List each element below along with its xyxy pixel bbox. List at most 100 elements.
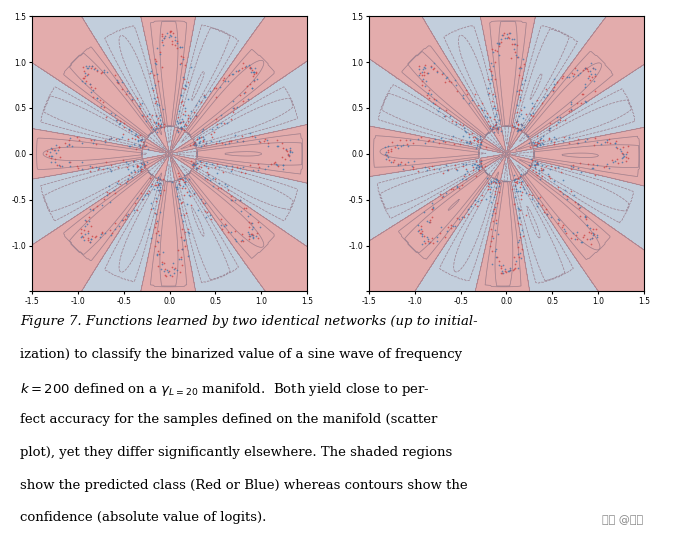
Point	[78, 235, 89, 244]
Point	[151, 180, 162, 189]
Point	[242, 82, 253, 91]
Point	[509, 252, 520, 261]
Point	[137, 134, 147, 143]
Point	[570, 234, 581, 243]
Point	[558, 137, 569, 146]
Point	[222, 227, 233, 236]
Point	[516, 119, 527, 128]
Point	[483, 116, 493, 125]
Point	[153, 180, 164, 189]
Point	[219, 118, 230, 127]
Point	[513, 112, 524, 120]
Point	[491, 110, 502, 119]
Point	[485, 237, 496, 246]
Point	[152, 173, 163, 181]
Point	[238, 97, 249, 106]
Point	[105, 161, 116, 170]
Point	[442, 165, 453, 174]
Point	[116, 215, 127, 224]
Point	[237, 237, 248, 245]
Point	[228, 97, 239, 105]
Point	[475, 132, 485, 141]
Point	[458, 91, 469, 99]
Point	[427, 99, 438, 108]
Point	[538, 166, 549, 174]
Point	[80, 77, 91, 85]
Point	[512, 126, 523, 134]
Point	[412, 227, 423, 235]
Point	[131, 132, 142, 140]
Point	[491, 118, 502, 126]
Point	[512, 116, 523, 125]
Point	[89, 136, 99, 145]
Point	[582, 135, 593, 144]
Point	[199, 135, 210, 144]
Point	[135, 137, 146, 146]
Point	[285, 147, 295, 156]
Point	[488, 233, 499, 242]
Point	[567, 69, 578, 78]
Point	[193, 138, 204, 146]
Point	[496, 264, 506, 272]
Point	[194, 139, 205, 147]
Point	[577, 66, 588, 75]
Point	[394, 136, 405, 145]
Point	[216, 184, 226, 192]
Point	[530, 141, 541, 150]
Point	[192, 134, 203, 143]
Point	[179, 104, 190, 112]
Point	[468, 136, 479, 144]
Point	[199, 206, 210, 215]
Point	[491, 253, 502, 262]
Point	[189, 160, 199, 169]
Point	[141, 188, 152, 197]
Point	[220, 77, 231, 85]
Point	[513, 120, 524, 129]
Point	[549, 177, 560, 185]
Point	[164, 28, 175, 37]
Point	[592, 137, 602, 146]
Point	[235, 91, 245, 99]
Point	[64, 158, 75, 167]
Point	[414, 228, 425, 237]
Point	[183, 111, 194, 119]
Point	[77, 76, 88, 85]
Point	[512, 116, 523, 125]
Point	[557, 223, 568, 232]
Point	[473, 165, 483, 173]
Point	[514, 230, 525, 239]
Point	[434, 104, 445, 113]
Point	[423, 218, 434, 226]
Point	[179, 81, 190, 90]
Point	[583, 66, 594, 75]
Point	[504, 266, 515, 275]
Point	[589, 230, 600, 238]
Point	[57, 162, 68, 171]
Point	[490, 177, 501, 186]
Point	[114, 118, 125, 127]
Point	[509, 44, 520, 53]
Point	[530, 157, 541, 165]
Point	[153, 121, 164, 130]
Point	[557, 74, 568, 83]
Point	[199, 91, 210, 99]
Point	[176, 245, 187, 253]
Point	[243, 232, 254, 240]
Point	[443, 222, 454, 231]
Point	[190, 139, 201, 147]
Point	[573, 164, 583, 173]
Point	[509, 175, 520, 184]
Point	[413, 71, 424, 79]
Point	[579, 63, 590, 72]
Point	[247, 68, 258, 76]
Point	[587, 225, 598, 234]
Point	[177, 115, 188, 124]
Point	[72, 132, 82, 141]
Point	[152, 93, 163, 102]
Point	[485, 66, 496, 75]
Point	[561, 194, 572, 203]
Point	[122, 175, 133, 184]
Point	[538, 139, 549, 148]
Point	[585, 66, 596, 75]
Point	[199, 174, 210, 183]
